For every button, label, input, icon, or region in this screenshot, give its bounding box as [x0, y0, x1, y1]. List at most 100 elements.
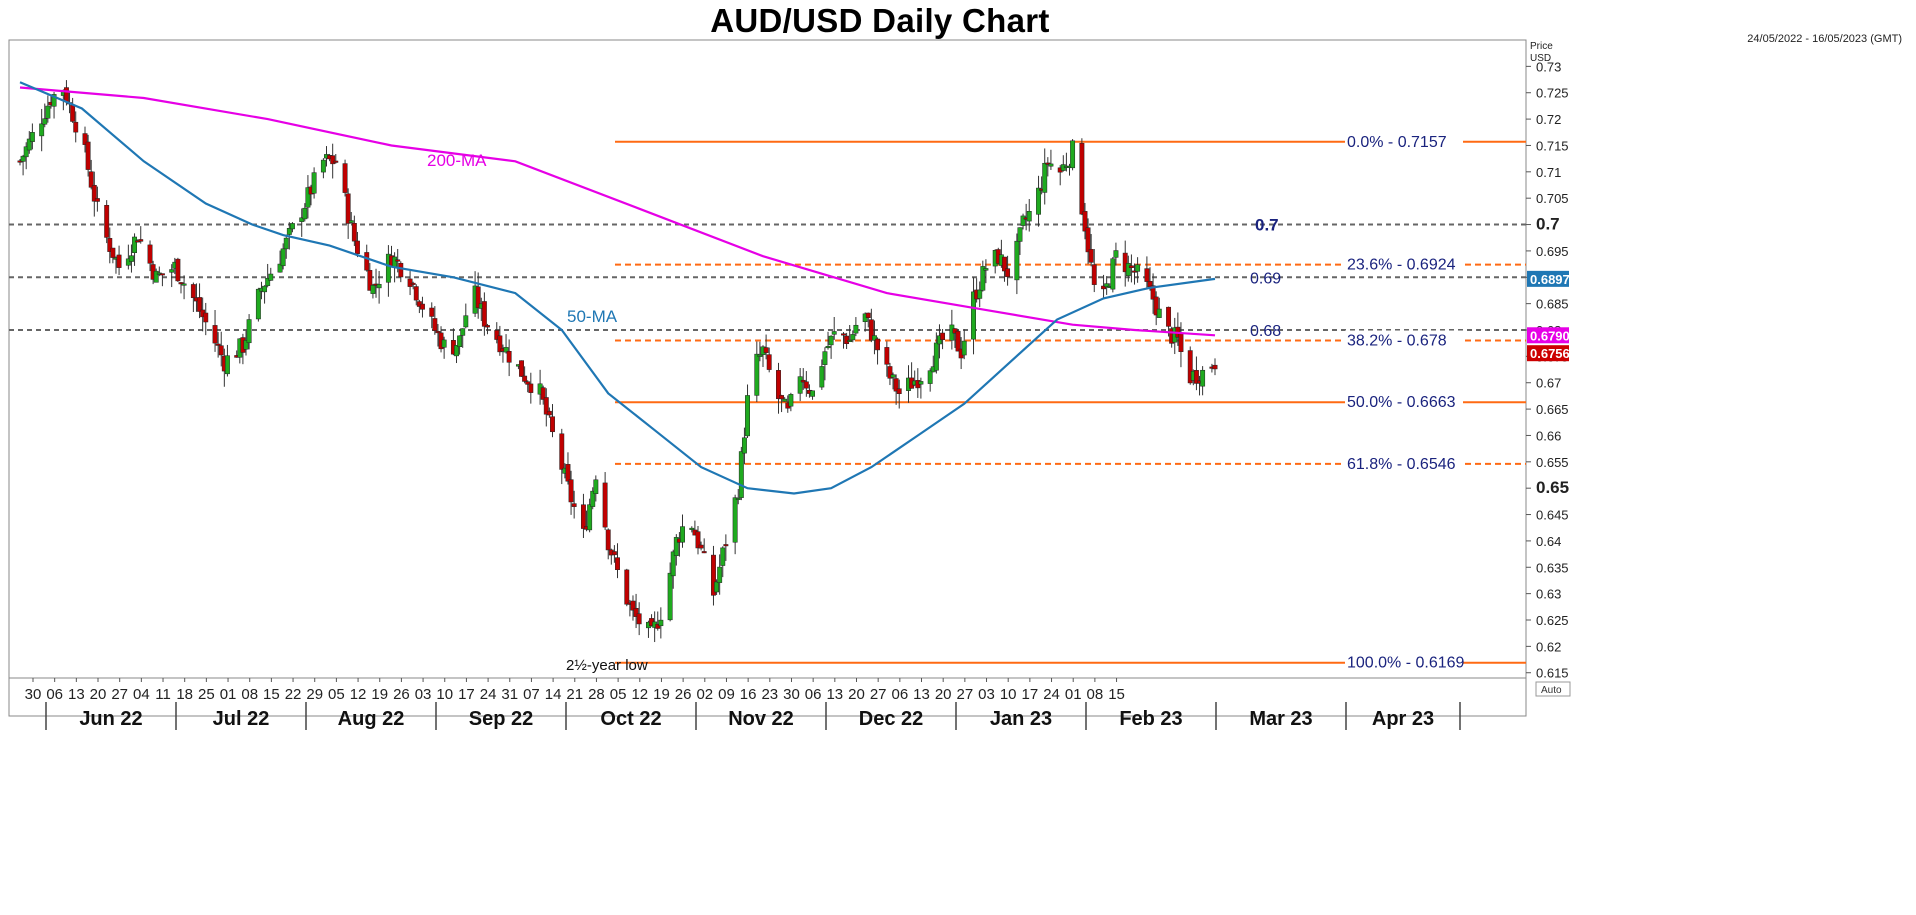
y-tick-label: 0.715 — [1536, 138, 1569, 153]
candle-body — [497, 335, 503, 353]
candle-body — [277, 263, 283, 273]
candle-body — [1082, 211, 1088, 232]
candle-body — [872, 335, 877, 341]
candle-body — [754, 353, 760, 396]
candle-body — [776, 370, 781, 400]
price-tag-bg — [1527, 345, 1569, 362]
candle-body — [289, 223, 295, 230]
candle-body — [45, 105, 51, 119]
candle-body — [63, 87, 69, 103]
candle-body — [630, 600, 636, 611]
candle-body — [825, 346, 831, 349]
candle-body — [190, 284, 196, 299]
candle-body — [175, 258, 181, 282]
candle-body — [485, 325, 490, 328]
candle-body — [788, 394, 794, 407]
candle-body — [1048, 163, 1054, 167]
candle-body — [1144, 268, 1150, 282]
candle-body — [286, 227, 292, 235]
candle-body — [132, 236, 137, 253]
candle-body — [320, 159, 326, 173]
candle-body — [732, 497, 738, 543]
candle-body — [803, 381, 809, 389]
candle-body — [367, 270, 373, 291]
candle-body — [88, 171, 94, 188]
y-tick-label: 0.695 — [1536, 244, 1569, 259]
x-tick-label: 06 — [46, 686, 63, 703]
candle-body — [94, 198, 100, 202]
candle-body — [1200, 369, 1206, 387]
candle-body — [435, 331, 441, 334]
y-tick-label: 0.725 — [1536, 86, 1569, 101]
candle-body — [977, 289, 983, 299]
candle-body — [779, 395, 785, 400]
candle-body — [961, 340, 967, 356]
candle-body — [680, 526, 685, 543]
candle-body — [159, 273, 165, 276]
candle-body — [831, 331, 837, 335]
candle-body — [364, 252, 370, 271]
fib-label-bg — [1345, 652, 1463, 672]
x-tick-label: 24 — [1043, 686, 1060, 703]
candle-body — [354, 240, 360, 254]
candle-body — [893, 378, 899, 392]
x-tick-label: 03 — [978, 686, 995, 703]
y-tick-label: 0.67 — [1536, 376, 1561, 391]
y-tick-label: 0.73 — [1536, 59, 1561, 74]
month-label: Apr 23 — [1372, 708, 1434, 730]
x-tick-label: 27 — [870, 686, 887, 703]
candle-body — [1085, 227, 1091, 253]
candle-body — [262, 285, 268, 293]
candle-body — [587, 504, 593, 531]
x-tick-label: 09 — [718, 686, 735, 703]
chart-title: AUD/USD Daily Chart — [710, 2, 1050, 39]
candle-body — [689, 527, 695, 530]
candle-body — [1005, 268, 1011, 278]
fib-label: 50.0% - 0.6663 — [1347, 394, 1456, 411]
candle-body — [952, 328, 958, 334]
y-tick-label: 0.665 — [1536, 402, 1569, 417]
candle-body — [91, 184, 97, 202]
candle-body — [1125, 262, 1131, 277]
x-tick-label: 01 — [220, 686, 237, 703]
candle-body — [169, 269, 175, 273]
candle-body — [522, 375, 528, 382]
candle-body — [302, 207, 308, 220]
candle-body — [559, 433, 565, 470]
candle-body — [1104, 283, 1110, 288]
y-tick-label: 0.645 — [1536, 508, 1569, 523]
candle-body — [333, 160, 339, 163]
x-tick-label: 01 — [1065, 686, 1082, 703]
candle-body — [546, 410, 552, 416]
candle-body — [701, 551, 707, 554]
level-label: 0.69 — [1250, 270, 1281, 287]
candle-body — [611, 551, 617, 556]
candle-body — [1193, 370, 1199, 384]
level-label: 0.68 — [1250, 323, 1281, 340]
y-tick-label: 0.65 — [1536, 478, 1569, 497]
ma-200-label: 200-MA — [427, 151, 487, 170]
candle-body — [828, 335, 834, 346]
x-tick-label: 26 — [393, 686, 410, 703]
x-tick-label: 12 — [631, 686, 648, 703]
y-tick-label: 0.655 — [1536, 455, 1569, 470]
candle-body — [763, 347, 769, 353]
candle-body — [615, 557, 620, 570]
fib-label: 38.2% - 0.678 — [1347, 333, 1447, 350]
y-tick-label: 0.72 — [1536, 112, 1561, 127]
candle-body — [1122, 252, 1128, 273]
candle-body — [890, 374, 896, 378]
candle-body — [525, 381, 531, 385]
y-tick-label: 0.63 — [1536, 587, 1561, 602]
candle-body — [178, 282, 184, 285]
candle-body — [1091, 264, 1097, 285]
y-tick-label: 0.7 — [1536, 215, 1560, 234]
candle-body — [1110, 258, 1116, 290]
auto-box — [1535, 681, 1571, 697]
candle-body — [51, 94, 57, 107]
candle-body — [698, 544, 704, 549]
x-tick-label: 10 — [1000, 686, 1017, 703]
candle-body — [624, 569, 630, 605]
